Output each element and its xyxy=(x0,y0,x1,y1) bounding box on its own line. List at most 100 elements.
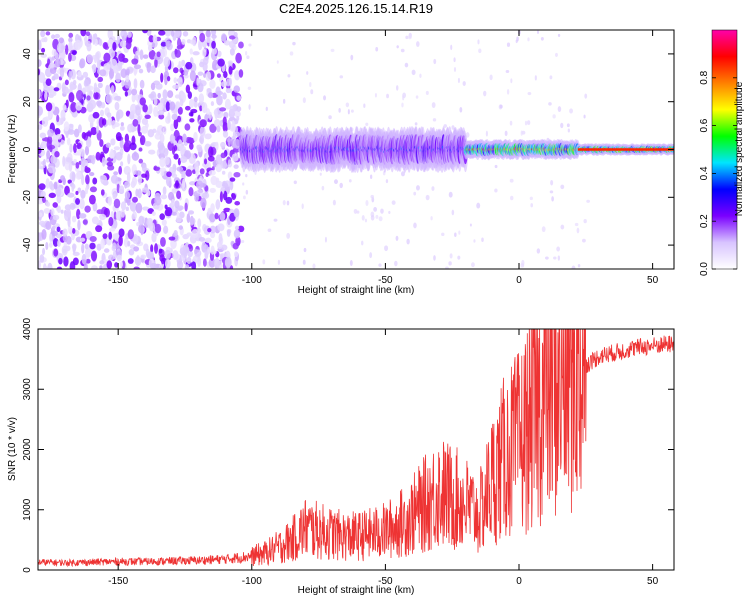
spectrogram-noise-speck xyxy=(365,122,369,126)
spectrogram-noise-speck xyxy=(129,142,137,151)
spectrogram-noise-speck xyxy=(46,139,52,151)
spectrogram-noise-speck xyxy=(160,72,164,83)
spectrogram-noise-speck xyxy=(205,30,211,38)
spectrogram-noise-speck xyxy=(211,30,217,37)
spectrogram-noise-speck xyxy=(245,174,248,178)
spectrogram-noise-speck xyxy=(349,260,353,267)
spectrogram-noise-speck xyxy=(197,144,203,153)
spectrogram-noise-speck xyxy=(39,254,45,263)
spectrogram-noise-speck xyxy=(324,236,327,243)
spectrogram-noise-speck xyxy=(54,33,61,39)
spectrogram-noise-speck xyxy=(215,199,221,210)
spectrogram-noise-speck xyxy=(220,33,227,42)
spectrogram-noise-speck xyxy=(42,247,46,256)
spectrogram-x-ticks: -150 -100 -50 0 50 xyxy=(108,30,659,286)
spectrogram-noise-speck xyxy=(444,266,449,269)
spectrogram-noise-speck xyxy=(430,216,433,221)
spectrogram-noise-speck xyxy=(215,154,223,166)
spectrogram-noise-speck xyxy=(347,109,350,115)
spectrogram-noise-speck xyxy=(54,58,61,67)
spectrogram-noise-speck xyxy=(84,165,88,171)
spectrogram-noise-speck xyxy=(181,38,186,45)
spectrogram-noise-speck xyxy=(156,125,165,136)
spectrogram-noise-speck xyxy=(97,76,104,83)
spectrogram-noise-speck xyxy=(244,50,248,56)
spectrogram-noise-speck xyxy=(80,157,86,167)
spectrogram-noise-speck xyxy=(170,123,175,132)
spectrogram-noise-speck xyxy=(509,178,514,183)
spectrogram-noise-speck xyxy=(193,96,198,103)
spectrogram-noise-speck xyxy=(62,155,66,167)
spectrogram-noise-speck xyxy=(141,163,147,173)
spectrogram-noise-speck xyxy=(189,48,193,55)
spectrogram-noise-speck xyxy=(473,239,476,243)
spectrogram-noise-speck xyxy=(223,70,228,79)
colorbar-tick-label: 0.0 xyxy=(699,262,710,276)
spectrogram-noise-speck xyxy=(350,109,354,113)
spectrogram-noise-speck xyxy=(99,213,107,221)
spectrogram-noise-speck xyxy=(158,248,163,254)
spectrogram-noise-speck xyxy=(183,70,189,76)
spectrogram-noise-speck xyxy=(425,90,429,96)
spectrogram-noise-speck xyxy=(218,233,223,243)
spectrogram-noise-speck xyxy=(41,47,46,53)
spectrogram-noise-speck xyxy=(207,155,215,162)
spectrogram-noise-speck xyxy=(432,118,437,122)
spectrogram-noise-speck xyxy=(103,52,111,63)
spectrogram-noise-speck xyxy=(84,145,90,156)
spectrogram-noise-speck xyxy=(184,123,191,131)
spectrogram-noise-speck xyxy=(180,156,188,164)
spectrogram-noise-speck xyxy=(47,165,56,174)
spectrogram-noise-speck xyxy=(229,48,235,56)
spectrogram-noise-speck xyxy=(221,182,229,189)
spectrogram-noise-speck xyxy=(175,180,179,188)
spectrogram-noise-speck xyxy=(208,111,212,121)
spectrogram-noise-speck xyxy=(160,236,166,247)
spectrogram-noise-speck xyxy=(236,115,240,121)
spectrogram-noise-speck xyxy=(499,104,503,109)
spectrogram-noise-speck xyxy=(165,40,172,48)
spectrogram-noise-speck xyxy=(133,266,140,269)
y-tick-label: 1000 xyxy=(22,498,33,521)
spectrogram-noise-speck xyxy=(107,116,113,126)
spectrogram-noise-speck xyxy=(79,198,85,210)
spectrogram-noise-speck xyxy=(203,72,207,78)
spectrogram-noise-speck xyxy=(287,74,291,78)
spectrogram-noise-speck xyxy=(557,106,562,112)
spectrogram-noise-speck xyxy=(233,208,240,218)
spectrogram-noise-speck xyxy=(69,143,73,153)
spectrogram-noise-speck xyxy=(194,248,198,255)
spectrogram-noise-speck xyxy=(126,172,131,183)
spectrogram-noise-speck xyxy=(232,38,239,44)
spectrogram-noise-speck xyxy=(448,191,453,198)
spectrogram-noise-speck xyxy=(113,146,121,151)
spectrogram-noise-speck xyxy=(289,51,294,56)
spectrogram-noise-speck xyxy=(583,219,587,224)
spectrogram-noise-speck xyxy=(38,212,43,218)
spectrogram-noise-speck xyxy=(102,233,108,240)
spectrogram-noise-speck xyxy=(119,125,125,131)
spectrogram-noise-speck xyxy=(65,99,69,109)
spectrogram-noise-speck xyxy=(80,189,86,199)
colorbar-ticks: 0.0 0.2 0.4 0.6 0.8 xyxy=(699,70,737,276)
spectrogram-noise-speck xyxy=(191,228,199,239)
spectrogram-noise-speck xyxy=(82,219,88,225)
spectrogram-noise-speck xyxy=(92,111,100,119)
spectrogram-noise-speck xyxy=(137,115,141,125)
spectrogram-noise-speck xyxy=(175,211,180,217)
spectrogram-noise-speck xyxy=(206,246,211,255)
spectrogram-noise-speck xyxy=(98,38,103,46)
spectrogram-noise-speck xyxy=(119,138,124,149)
spectrogram-noise-speck xyxy=(99,260,105,265)
spectrogram-noise-speck xyxy=(215,141,219,151)
spectrogram-noise-speck xyxy=(51,34,56,39)
spectrogram-noise-speck xyxy=(509,120,513,126)
snr-y-ticks: 0 1000 2000 3000 4000 xyxy=(22,317,674,573)
spectrogram-noise-speck xyxy=(229,177,236,182)
spectrogram-noise-speck xyxy=(131,213,135,220)
spectrogram-noise-speck xyxy=(209,187,216,194)
snr-series-line xyxy=(38,329,674,568)
spectrogram-noise-speck xyxy=(140,254,147,259)
spectrogram-noise-speck xyxy=(197,71,204,76)
spectrogram-noise-speck xyxy=(138,132,142,137)
